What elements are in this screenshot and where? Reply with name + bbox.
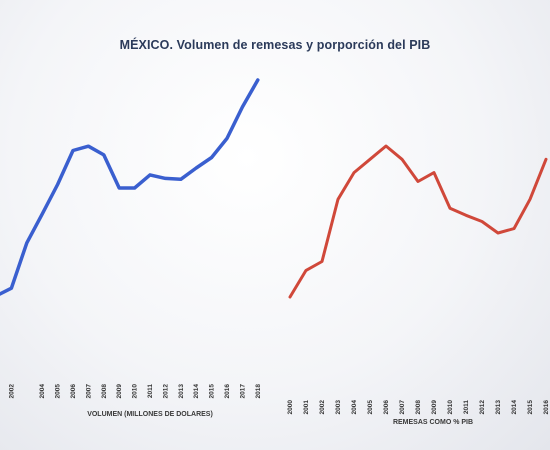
volume-tick-label: 2015 xyxy=(209,384,216,399)
volume-tick-label: 2011 xyxy=(147,384,154,398)
volume-series-line xyxy=(0,78,260,296)
volume-chart: 2002 2004 2005 2006 2007 2008 2009 2010 2011 2012… xyxy=(0,78,262,418)
chart-title: MÉXICO. Volumen de remesas y porporción … xyxy=(119,38,431,52)
remittance-gdp-tick-label: 2008 xyxy=(415,400,422,415)
remittance-gdp-tick-label: 2009 xyxy=(431,400,438,415)
remittance-gdp-tick-label: 2006 xyxy=(383,400,390,415)
volume-tick-label: 2006 xyxy=(70,384,77,399)
volume-tick-label: 2007 xyxy=(85,384,92,399)
volume-tick-label: 2004 xyxy=(39,384,46,399)
volume-tick-label: 2008 xyxy=(101,384,108,399)
remittance-gdp-tick-label: 2001 xyxy=(303,400,310,415)
remittance-gdp-tick-label: 2010 xyxy=(447,400,454,415)
volume-tick-label: 2010 xyxy=(132,384,139,399)
volume-x-axis-label: VOLUMEN (MILLONES DE DOLARES) xyxy=(87,411,213,418)
remittance-gdp-tick-label: 2007 xyxy=(399,400,406,415)
remittance-gdp-tick-label: 2002 xyxy=(319,400,326,415)
volume-tick-label: 2005 xyxy=(55,384,62,399)
remittance-gdp-tick-label: 2000 xyxy=(287,400,294,415)
volume-tick-label: 2009 xyxy=(116,384,123,399)
remittance-gdp-x-ticks: 2000 2001 2002 2003 2004 2005 2006 2007 2008 2009… xyxy=(287,400,550,415)
remittance-gdp-x-axis-label: REMESAS COMO % PIB xyxy=(393,419,473,426)
remittance-gdp-tick-label: 2003 xyxy=(335,400,342,415)
volume-tick-label: 2018 xyxy=(255,384,262,399)
remittance-gdp-tick-label: 2004 xyxy=(351,400,358,415)
remittance-gdp-tick-label: 2013 xyxy=(495,400,502,415)
volume-tick-label: 2014 xyxy=(193,384,200,399)
remittance-gdp-tick-label: 2016 xyxy=(543,400,550,415)
remittance-gdp-tick-label: 2012 xyxy=(479,400,486,415)
remittance-gdp-chart: 2000 2001 2002 2003 2004 2005 2006 2007 2008 2009… xyxy=(287,144,550,426)
remittance-gdp-tick-label: 2014 xyxy=(511,400,518,415)
remittance-gdp-series-line xyxy=(288,144,548,299)
volume-tick-label: 2012 xyxy=(162,384,169,399)
remittance-gdp-tick-label: 2005 xyxy=(367,400,374,415)
remittance-gdp-tick-label: 2011 xyxy=(463,400,470,414)
volume-tick-label: 2013 xyxy=(178,384,185,399)
volume-tick-label: 2017 xyxy=(239,384,246,399)
volume-tick-label: 2016 xyxy=(224,384,231,399)
volume-x-ticks: 2002 2004 2005 2006 2007 2008 2009 2010 2011 2012… xyxy=(8,384,261,399)
volume-tick-label: 2002 xyxy=(8,384,15,399)
remittance-gdp-tick-label: 2015 xyxy=(527,400,534,415)
